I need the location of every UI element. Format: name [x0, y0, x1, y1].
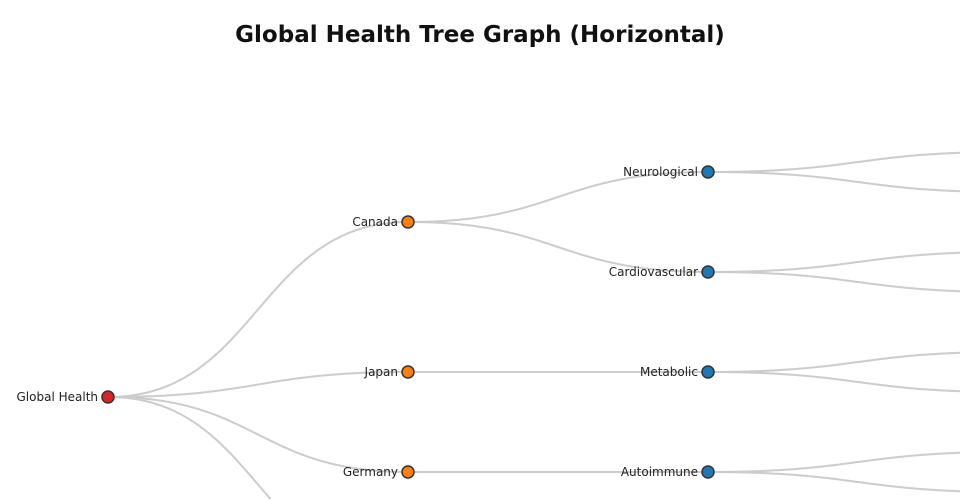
node-circle[interactable]: [701, 165, 715, 179]
node-circle[interactable]: [401, 365, 415, 379]
tree-node[interactable]: Metabolic: [640, 365, 715, 379]
tree-link: [708, 271, 960, 293]
tree-link: [708, 251, 960, 273]
tree-link: [108, 221, 408, 398]
node-label: Autoimmune: [621, 465, 698, 479]
node-label: Cardiovascular: [609, 265, 698, 279]
tree-node[interactable]: Canada: [352, 215, 415, 229]
tree-link: [708, 471, 960, 493]
node-circle[interactable]: [701, 265, 715, 279]
node-circle[interactable]: [401, 465, 415, 479]
tree-node[interactable]: Germany: [343, 465, 415, 479]
node-label: Neurological: [623, 165, 698, 179]
node-label: Japan: [364, 365, 398, 379]
tree-node[interactable]: Japan: [364, 365, 415, 379]
tree-link: [108, 371, 408, 398]
tree-node[interactable]: Autoimmune: [621, 465, 715, 479]
chart-title: Global Health Tree Graph (Horizontal): [235, 22, 725, 48]
node-label: Canada: [352, 215, 398, 229]
node-circle[interactable]: [701, 465, 715, 479]
node-label: Germany: [343, 465, 398, 479]
tree-link: [408, 221, 708, 273]
node-circle[interactable]: [401, 215, 415, 229]
tree-node[interactable]: Global Health: [17, 390, 115, 404]
node-circle[interactable]: [701, 365, 715, 379]
tree-link: [108, 396, 272, 500]
node-label: Metabolic: [640, 365, 698, 379]
tree-link: [708, 451, 960, 473]
tree-link: [408, 171, 708, 223]
tree-link: [708, 351, 960, 373]
tree-link: [708, 371, 960, 393]
node-label: Global Health: [17, 390, 99, 404]
node-circle[interactable]: [101, 390, 115, 404]
tree-link: [708, 151, 960, 173]
tree-link: [108, 396, 408, 473]
tree-link: [708, 171, 960, 193]
tree-node[interactable]: Neurological: [623, 165, 715, 179]
tree-node[interactable]: Cardiovascular: [609, 265, 715, 279]
